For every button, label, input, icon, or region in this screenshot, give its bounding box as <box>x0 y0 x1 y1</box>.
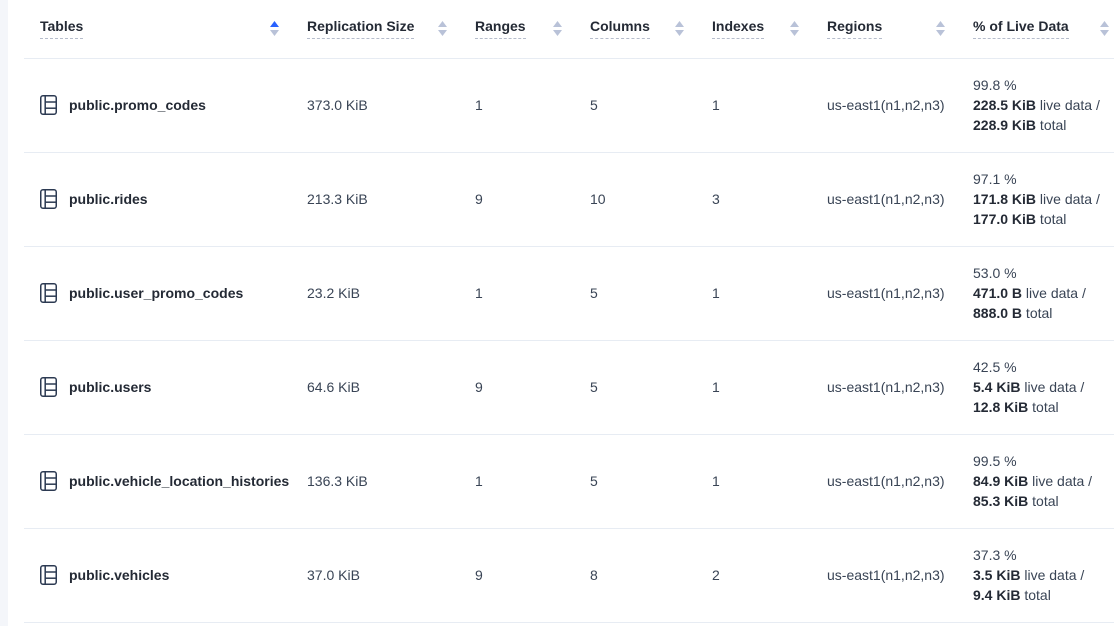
total-data-line: 228.9 KiB total <box>973 117 1067 133</box>
regions-cell: us-east1(n1,n2,n3) <box>811 58 957 153</box>
live-data-line: 5.4 KiB live data / <box>973 379 1085 395</box>
page-gutter <box>0 0 8 626</box>
live-percent: 99.5 % <box>973 453 1017 469</box>
table-row[interactable]: public.rides 213.3 KiB 9 10 3 us-east1(n… <box>24 152 1114 247</box>
table-row[interactable]: public.promo_codes 373.0 KiB 1 5 1 us-ea… <box>24 58 1114 153</box>
column-header-replication-size[interactable]: Replication Size <box>291 0 459 59</box>
sort-icon[interactable] <box>1100 21 1109 37</box>
table-icon <box>40 95 57 115</box>
live-data-cell: 99.5 % 84.9 KiB live data / 85.3 KiB tot… <box>957 434 1114 529</box>
ranges-cell: 9 <box>459 528 574 623</box>
table-name-cell: public.user_promo_codes <box>24 246 291 341</box>
table-name-cell: public.rides <box>24 152 291 247</box>
sort-icon[interactable] <box>270 21 279 37</box>
table-icon <box>40 565 57 585</box>
column-header-of-live-data[interactable]: % of Live Data <box>957 0 1114 59</box>
total-data-line: 9.4 KiB total <box>973 587 1051 603</box>
table-name-link[interactable]: public.rides <box>69 191 148 207</box>
indexes-cell: 1 <box>696 246 811 341</box>
content-area: Tables Replication Size Ranges <box>8 0 1114 626</box>
table-row[interactable]: public.vehicle_location_histories 136.3 … <box>24 434 1114 529</box>
table-name-cell: public.users <box>24 340 291 435</box>
column-header-regions[interactable]: Regions <box>811 0 957 59</box>
column-header-columns[interactable]: Columns <box>574 0 696 59</box>
table-name-link[interactable]: public.user_promo_codes <box>69 285 244 301</box>
column-header-ranges[interactable]: Ranges <box>459 0 574 59</box>
table-header: Tables Replication Size Ranges <box>24 0 1114 59</box>
table-name-cell: public.promo_codes <box>24 58 291 153</box>
table-name-link[interactable]: public.vehicle_location_histories <box>69 473 290 489</box>
indexes-cell: 2 <box>696 528 811 623</box>
live-data-cell: 42.5 % 5.4 KiB live data / 12.8 KiB tota… <box>957 340 1114 435</box>
live-data-cell: 97.1 % 171.8 KiB live data / 177.0 KiB t… <box>957 152 1114 247</box>
columns-cell: 5 <box>574 434 696 529</box>
indexes-cell: 1 <box>696 58 811 153</box>
live-percent: 53.0 % <box>973 265 1017 281</box>
header-row: Tables Replication Size Ranges <box>24 0 1114 59</box>
table-name-link[interactable]: public.users <box>69 379 152 395</box>
live-data-cell: 37.3 % 3.5 KiB live data / 9.4 KiB total <box>957 528 1114 623</box>
table-icon <box>40 471 57 491</box>
table-name-link[interactable]: public.promo_codes <box>69 97 206 113</box>
live-percent: 37.3 % <box>973 547 1017 563</box>
live-data-line: 471.0 B live data / <box>973 285 1086 301</box>
columns-cell: 10 <box>574 152 696 247</box>
live-percent: 99.8 % <box>973 77 1017 93</box>
replication-size-cell: 23.2 KiB <box>291 246 459 341</box>
live-data-cell: 99.8 % 228.5 KiB live data / 228.9 KiB t… <box>957 58 1114 153</box>
live-data-line: 84.9 KiB live data / <box>973 473 1093 489</box>
regions-cell: us-east1(n1,n2,n3) <box>811 434 957 529</box>
ranges-cell: 9 <box>459 152 574 247</box>
ranges-cell: 1 <box>459 246 574 341</box>
table-body: public.promo_codes 373.0 KiB 1 5 1 us-ea… <box>24 58 1114 623</box>
ranges-cell: 1 <box>459 434 574 529</box>
regions-cell: us-east1(n1,n2,n3) <box>811 246 957 341</box>
sort-icon[interactable] <box>790 21 799 37</box>
columns-cell: 8 <box>574 528 696 623</box>
replication-size-cell: 64.6 KiB <box>291 340 459 435</box>
replication-size-cell: 213.3 KiB <box>291 152 459 247</box>
regions-cell: us-east1(n1,n2,n3) <box>811 528 957 623</box>
regions-cell: us-east1(n1,n2,n3) <box>811 340 957 435</box>
column-header-indexes[interactable]: Indexes <box>696 0 811 59</box>
replication-size-cell: 373.0 KiB <box>291 58 459 153</box>
table-row[interactable]: public.user_promo_codes 23.2 KiB 1 5 1 u… <box>24 246 1114 341</box>
ranges-cell: 9 <box>459 340 574 435</box>
sort-icon[interactable] <box>675 21 684 37</box>
regions-cell: us-east1(n1,n2,n3) <box>811 152 957 247</box>
live-percent: 42.5 % <box>973 359 1017 375</box>
sort-icon[interactable] <box>553 21 562 37</box>
live-data-line: 3.5 KiB live data / <box>973 567 1085 583</box>
indexes-cell: 3 <box>696 152 811 247</box>
live-data-line: 171.8 KiB live data / <box>973 191 1100 207</box>
replication-size-cell: 136.3 KiB <box>291 434 459 529</box>
columns-cell: 5 <box>574 340 696 435</box>
table-name-cell: public.vehicle_location_histories <box>24 434 291 529</box>
total-data-line: 85.3 KiB total <box>973 493 1059 509</box>
table-icon <box>40 283 57 303</box>
live-percent: 97.1 % <box>973 171 1017 187</box>
table-name-link[interactable]: public.vehicles <box>69 567 170 583</box>
total-data-line: 12.8 KiB total <box>973 399 1059 415</box>
sort-icon[interactable] <box>936 21 945 37</box>
replication-size-cell: 37.0 KiB <box>291 528 459 623</box>
database-tables-table: Tables Replication Size Ranges <box>24 0 1114 623</box>
indexes-cell: 1 <box>696 434 811 529</box>
table-icon <box>40 189 57 209</box>
columns-cell: 5 <box>574 58 696 153</box>
total-data-line: 177.0 KiB total <box>973 211 1067 227</box>
table-icon <box>40 377 57 397</box>
live-data-line: 228.5 KiB live data / <box>973 97 1100 113</box>
column-header-tables[interactable]: Tables <box>24 0 291 59</box>
table-name-cell: public.vehicles <box>24 528 291 623</box>
live-data-cell: 53.0 % 471.0 B live data / 888.0 B total <box>957 246 1114 341</box>
table-row[interactable]: public.users 64.6 KiB 9 5 1 us-east1(n1,… <box>24 340 1114 435</box>
columns-cell: 5 <box>574 246 696 341</box>
total-data-line: 888.0 B total <box>973 305 1053 321</box>
table-row[interactable]: public.vehicles 37.0 KiB 9 8 2 us-east1(… <box>24 528 1114 623</box>
ranges-cell: 1 <box>459 58 574 153</box>
sort-icon[interactable] <box>438 21 447 37</box>
indexes-cell: 1 <box>696 340 811 435</box>
